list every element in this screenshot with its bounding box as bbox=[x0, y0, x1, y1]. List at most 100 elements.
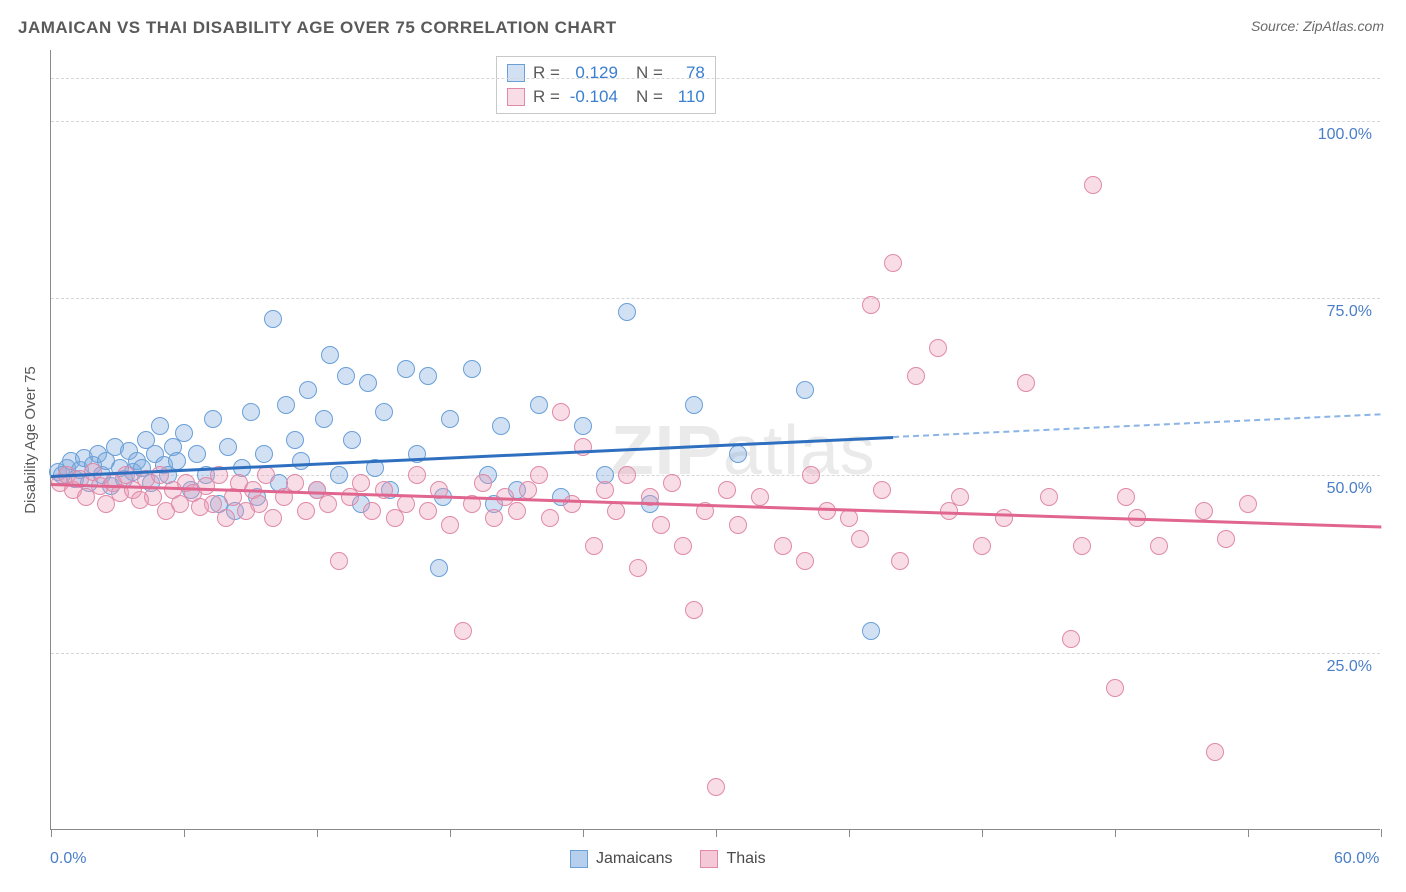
data-point bbox=[796, 381, 814, 399]
data-point bbox=[751, 488, 769, 506]
data-point bbox=[530, 466, 548, 484]
data-point bbox=[257, 466, 275, 484]
data-point bbox=[729, 445, 747, 463]
data-point bbox=[359, 374, 377, 392]
data-point bbox=[321, 346, 339, 364]
data-point bbox=[1239, 495, 1257, 513]
data-point bbox=[951, 488, 969, 506]
gridline bbox=[51, 298, 1380, 299]
data-point bbox=[286, 431, 304, 449]
legend-label: Jamaicans bbox=[596, 850, 672, 868]
data-point bbox=[607, 502, 625, 520]
data-point bbox=[907, 367, 925, 385]
data-point bbox=[884, 254, 902, 272]
data-point bbox=[574, 438, 592, 456]
stat-r-label: R = bbox=[533, 87, 560, 107]
stat-r-value: -0.104 bbox=[568, 87, 618, 107]
data-point bbox=[508, 502, 526, 520]
data-point bbox=[1217, 530, 1235, 548]
data-point bbox=[330, 466, 348, 484]
data-point bbox=[474, 474, 492, 492]
data-point bbox=[652, 516, 670, 534]
data-point bbox=[204, 495, 222, 513]
y-tick-label: 75.0% bbox=[1327, 303, 1372, 321]
x-tick bbox=[982, 829, 983, 837]
chart-container: JAMAICAN VS THAI DISABILITY AGE OVER 75 … bbox=[0, 0, 1406, 892]
data-point bbox=[330, 552, 348, 570]
data-point bbox=[441, 516, 459, 534]
data-point bbox=[1106, 679, 1124, 697]
trend-line-extrapolated bbox=[893, 414, 1381, 439]
data-point bbox=[541, 509, 559, 527]
data-point bbox=[674, 537, 692, 555]
data-point bbox=[286, 474, 304, 492]
data-point bbox=[851, 530, 869, 548]
series-swatch bbox=[507, 88, 525, 106]
data-point bbox=[430, 559, 448, 577]
data-point bbox=[337, 367, 355, 385]
data-point bbox=[629, 559, 647, 577]
data-point bbox=[574, 417, 592, 435]
stat-n-label: N = bbox=[636, 87, 663, 107]
data-point bbox=[219, 438, 237, 456]
legend-swatch bbox=[700, 850, 718, 868]
data-point bbox=[685, 396, 703, 414]
stat-n-label: N = bbox=[636, 63, 663, 83]
data-point bbox=[1062, 630, 1080, 648]
gridline bbox=[51, 78, 1380, 79]
data-point bbox=[397, 360, 415, 378]
data-point bbox=[375, 403, 393, 421]
data-point bbox=[1040, 488, 1058, 506]
data-point bbox=[618, 466, 636, 484]
data-point bbox=[299, 381, 317, 399]
data-point bbox=[1150, 537, 1168, 555]
data-point bbox=[563, 495, 581, 513]
data-point bbox=[796, 552, 814, 570]
data-point bbox=[685, 601, 703, 619]
legend-item: Thais bbox=[700, 850, 765, 868]
data-point bbox=[297, 502, 315, 520]
x-tick bbox=[1381, 829, 1382, 837]
data-point bbox=[891, 552, 909, 570]
x-tick bbox=[184, 829, 185, 837]
y-tick-label: 50.0% bbox=[1327, 480, 1372, 498]
data-point bbox=[873, 481, 891, 499]
x-tick bbox=[450, 829, 451, 837]
x-tick bbox=[51, 829, 52, 837]
stat-r-value: 0.129 bbox=[568, 63, 618, 83]
data-point bbox=[774, 537, 792, 555]
data-point bbox=[454, 622, 472, 640]
data-point bbox=[585, 537, 603, 555]
data-point bbox=[188, 445, 206, 463]
data-point bbox=[862, 622, 880, 640]
stats-legend-box: R =0.129N =78R =-0.104N =110 bbox=[496, 56, 716, 114]
data-point bbox=[250, 495, 268, 513]
data-point bbox=[204, 410, 222, 428]
stat-r-label: R = bbox=[533, 63, 560, 83]
data-point bbox=[530, 396, 548, 414]
x-tick bbox=[583, 829, 584, 837]
gridline bbox=[51, 653, 1380, 654]
data-point bbox=[242, 403, 260, 421]
data-point bbox=[343, 431, 361, 449]
legend-label: Thais bbox=[726, 850, 765, 868]
data-point bbox=[995, 509, 1013, 527]
gridline bbox=[51, 121, 1380, 122]
gridline bbox=[51, 475, 1380, 476]
data-point bbox=[818, 502, 836, 520]
stats-row: R =-0.104N =110 bbox=[507, 85, 705, 109]
data-point bbox=[802, 466, 820, 484]
data-point bbox=[277, 396, 295, 414]
data-point bbox=[729, 516, 747, 534]
data-point bbox=[352, 474, 370, 492]
data-point bbox=[663, 474, 681, 492]
x-tick bbox=[1115, 829, 1116, 837]
data-point bbox=[408, 466, 426, 484]
data-point bbox=[463, 360, 481, 378]
x-tick-label: 60.0% bbox=[1334, 850, 1379, 868]
data-point bbox=[1084, 176, 1102, 194]
x-tick bbox=[317, 829, 318, 837]
data-point bbox=[552, 403, 570, 421]
data-point bbox=[1017, 374, 1035, 392]
plot-area: ZIPatlas R =0.129N =78R =-0.104N =110 25… bbox=[50, 50, 1380, 830]
